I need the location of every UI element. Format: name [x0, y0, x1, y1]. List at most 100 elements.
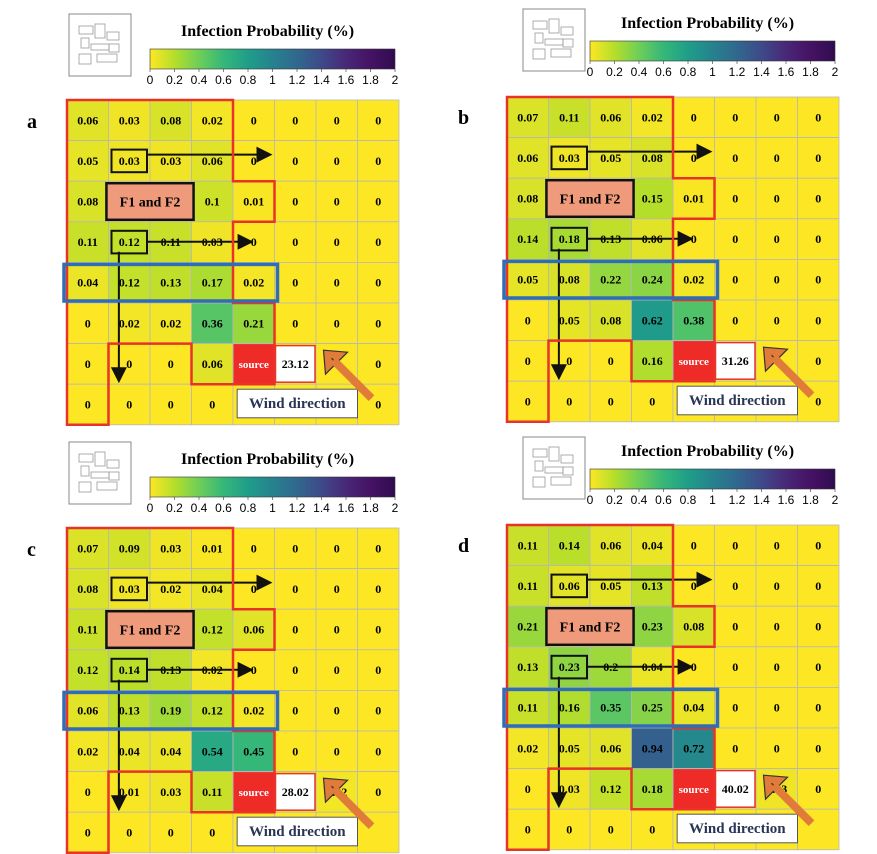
heatmap-cell: [191, 568, 234, 610]
cell-value: 0: [292, 154, 298, 168]
heatmap-cell: [315, 608, 358, 651]
heatmap-cell: [548, 137, 591, 179]
heatmap-cell: [357, 140, 400, 182]
heatmap-cell: [108, 811, 151, 854]
heatmap-cell: [149, 302, 192, 344]
cell-value: 0: [334, 663, 340, 677]
heatmap-cell: [714, 605, 757, 648]
cell-value: 0: [774, 232, 780, 246]
map-thumbnail-icon: [522, 436, 586, 500]
cell-value: 0: [292, 113, 298, 127]
heatmap-cell: [108, 730, 151, 772]
map-thumbnail-icon: [68, 441, 132, 505]
cell-value: 0: [732, 151, 738, 165]
cell-value: 0.38: [683, 313, 704, 327]
cell-value: 0.03: [160, 541, 181, 555]
source-value: 28.02: [282, 785, 309, 799]
cell-value: 0.22: [600, 273, 621, 287]
wind-arrow-shaft: [770, 354, 815, 399]
colorbar-tick: 0.2: [606, 493, 623, 507]
cell-value: 0.08: [642, 151, 663, 165]
flow-arrow: [146, 574, 273, 593]
cell-value: 0.08: [160, 113, 181, 127]
source-value: 31.26: [722, 354, 749, 368]
heatmap-cell: [274, 568, 317, 610]
cell-value: 0.02: [683, 273, 704, 287]
colorbar-tick: 0.8: [680, 493, 697, 507]
cell-value: 0: [774, 579, 780, 593]
cell-value: 0.12: [600, 782, 621, 796]
factory-label: F1 and F2: [120, 196, 181, 211]
cell-value: 0: [732, 192, 738, 206]
heatmap-cell: [548, 686, 591, 729]
cell-value: 0.03: [559, 782, 580, 796]
cell-value: 0: [85, 316, 91, 330]
wind-direction-box: [236, 816, 358, 847]
colorbar-tick: 1.2: [729, 65, 746, 79]
cell-value: 0.15: [642, 192, 663, 206]
heatmap-cell: [714, 565, 757, 607]
factory-box: [105, 609, 195, 650]
wind-direction-label: Wind direction: [249, 824, 346, 840]
source-label: source: [239, 787, 269, 799]
heatmap-cell: [589, 380, 632, 423]
cell-value: 0: [375, 113, 381, 127]
cell-value: 0.14: [119, 663, 140, 677]
wind-arrow-shaft: [770, 782, 815, 827]
heatmap-cell: [274, 527, 317, 569]
cell-value: 0: [334, 316, 340, 330]
heatmap-cell: [315, 568, 358, 610]
cell-value: 0: [375, 744, 381, 758]
cell-value: 0: [732, 313, 738, 327]
cell-value: 0: [334, 704, 340, 718]
cell-value: 0: [566, 823, 572, 837]
colorbar-tick: 1.8: [802, 65, 819, 79]
cell-value: 0: [375, 785, 381, 799]
cell-value: 0.11: [518, 701, 538, 715]
colorbar-tick: 0.8: [680, 65, 697, 79]
heatmap-cell: [714, 218, 757, 260]
map-thumbnail-icon: [68, 13, 132, 77]
heatmap-cell: [548, 808, 591, 851]
heatmap-cell: [755, 218, 798, 260]
heatmap-cell: [66, 771, 109, 813]
heatmap-cell: [589, 340, 632, 382]
cell-value: 0.04: [119, 744, 140, 758]
cell-value: 0.03: [119, 154, 140, 168]
heatmap-cell: [108, 261, 151, 304]
cell-value: 0: [774, 538, 780, 552]
cell-value: 0: [815, 192, 821, 206]
cell-value: 0: [168, 357, 174, 371]
colorbar-tick: 1.6: [778, 493, 795, 507]
cell-value: 0: [375, 276, 381, 290]
cell-value: 0.45: [243, 744, 264, 758]
cell-value: 0.18: [642, 782, 663, 796]
cell-value: 0.02: [243, 276, 264, 290]
heatmap-cell: [797, 137, 840, 179]
heatmap-cell: [631, 137, 674, 179]
heatmap-cell: [506, 565, 549, 607]
heatmap-cell: [797, 605, 840, 648]
cell-value: 0.14: [517, 232, 538, 246]
cell-value: 0: [525, 395, 531, 409]
cell-value: 0: [815, 701, 821, 715]
cell-value: 0.04: [202, 582, 223, 596]
colorbar-tick: 2: [832, 65, 839, 79]
colorbar-tick: 1.6: [778, 65, 795, 79]
cell-value: 0.08: [559, 273, 580, 287]
heatmap-cell: [548, 299, 591, 341]
wind-direction-box: [676, 813, 798, 844]
colorbar-tick: 0: [587, 493, 594, 507]
heatmap-cell: [108, 527, 151, 569]
colorbar-tick: 0.6: [655, 493, 672, 507]
colorbar-tick: 2: [392, 73, 399, 87]
heatmap-cell: [315, 261, 358, 304]
heatmap-cell: [797, 218, 840, 260]
cell-value: 0.08: [77, 582, 98, 596]
source-value: 40.02: [722, 782, 749, 796]
cell-value: 0.08: [600, 313, 621, 327]
region-outline: [65, 98, 276, 427]
heatmap-b: 0.07 0.11 0.06 0.02 0 0 0 00.06 0.03 0.05 0.08 0 0 0 0…: [458, 8, 840, 424]
source-cell: [232, 343, 275, 385]
heatmap-cell: [149, 771, 192, 813]
